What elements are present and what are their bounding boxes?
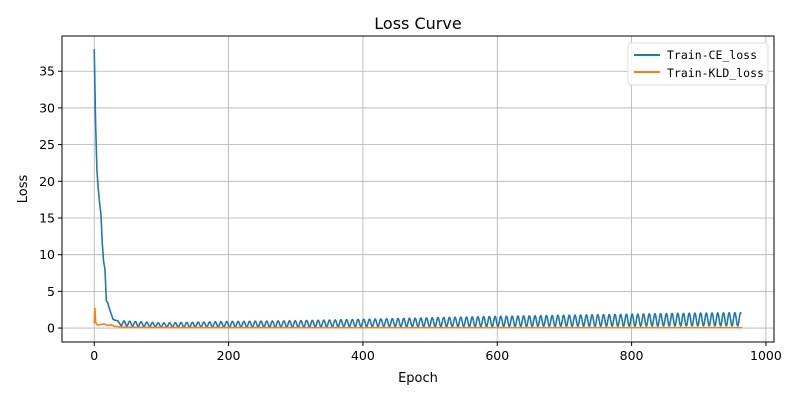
y-tick-label: 15 xyxy=(39,210,55,225)
y-tick-label: 30 xyxy=(39,100,55,115)
x-tick-label: 200 xyxy=(217,348,241,363)
legend-label-ce: Train-CE_loss xyxy=(667,48,757,62)
series-lines xyxy=(93,49,743,329)
legend-box xyxy=(627,42,769,86)
x-axis-ticks: 0 200 400 600 800 1000 xyxy=(90,342,782,363)
y-tick-label: 0 xyxy=(47,321,55,336)
legend-label-kld: Train-KLD_loss xyxy=(667,66,764,80)
y-axis-ticks: 0 5 10 15 20 25 30 35 xyxy=(39,64,62,336)
x-tick-label: 800 xyxy=(620,348,644,363)
chart-title: Loss Curve xyxy=(374,14,461,33)
y-axis-label: Loss xyxy=(16,175,31,204)
x-tick-label: 400 xyxy=(351,348,375,363)
y-tick-label: 35 xyxy=(39,64,55,79)
y-tick-label: 5 xyxy=(47,284,55,299)
y-tick-label: 10 xyxy=(39,247,55,262)
series-line-0 xyxy=(93,49,742,328)
plot-frame xyxy=(61,35,775,343)
x-tick-label: 0 xyxy=(90,348,98,363)
x-tick-label: 600 xyxy=(485,348,509,363)
x-axis-label: Epoch xyxy=(398,371,438,386)
series-line-1 xyxy=(93,307,743,329)
y-tick-label: 25 xyxy=(39,137,55,152)
y-tick-label: 20 xyxy=(39,174,55,189)
legend: Train-CE_loss Train-KLD_loss xyxy=(627,42,769,86)
x-tick-label: 1000 xyxy=(750,348,782,363)
